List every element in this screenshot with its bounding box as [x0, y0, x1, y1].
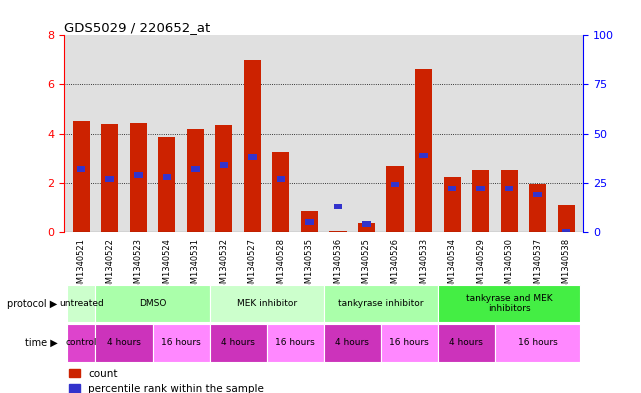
Bar [438, 285, 581, 322]
Bar [419, 152, 428, 158]
Bar [158, 137, 176, 232]
Legend: count, percentile rank within the sample: count, percentile rank within the sample [69, 369, 264, 393]
Bar [448, 186, 456, 191]
Bar [558, 205, 575, 232]
Bar [96, 324, 153, 362]
Text: 16 hours: 16 hours [161, 338, 201, 347]
Bar [334, 204, 342, 209]
Bar [101, 124, 119, 232]
Text: 16 hours: 16 hours [275, 338, 315, 347]
Bar [472, 171, 489, 232]
Bar [106, 176, 114, 182]
Text: untreated: untreated [59, 299, 104, 308]
Bar [96, 285, 210, 322]
Text: tankyrase and MEK
inhibitors: tankyrase and MEK inhibitors [466, 294, 553, 313]
Bar [67, 285, 96, 322]
Bar [324, 324, 381, 362]
Bar [362, 221, 370, 227]
Bar [387, 165, 404, 232]
Bar [67, 324, 96, 362]
Bar [210, 285, 324, 322]
Bar [72, 121, 90, 232]
Text: 4 hours: 4 hours [107, 338, 141, 347]
Bar [562, 229, 570, 235]
Bar [187, 129, 204, 232]
Bar [191, 166, 199, 172]
Bar [267, 324, 324, 362]
Bar [533, 192, 542, 197]
Bar [210, 324, 267, 362]
Text: DMSO: DMSO [139, 299, 166, 308]
Text: control: control [65, 338, 97, 347]
Bar [163, 174, 171, 180]
Bar [77, 166, 85, 172]
Text: 4 hours: 4 hours [221, 338, 255, 347]
Bar [358, 223, 375, 232]
Bar [215, 125, 233, 232]
Bar [153, 324, 210, 362]
Bar [381, 324, 438, 362]
Bar [301, 211, 318, 232]
Bar [220, 162, 228, 168]
Bar [529, 184, 546, 232]
Bar [391, 182, 399, 187]
Bar [415, 68, 432, 232]
Bar [129, 123, 147, 232]
Text: MEK inhibitor: MEK inhibitor [237, 299, 297, 308]
Bar [324, 285, 438, 322]
Bar [438, 324, 495, 362]
Bar [476, 186, 485, 191]
Bar [244, 60, 261, 232]
Text: protocol ▶: protocol ▶ [8, 299, 58, 309]
Text: time ▶: time ▶ [25, 338, 58, 348]
Bar [444, 176, 461, 232]
Text: 4 hours: 4 hours [335, 338, 369, 347]
Bar [501, 171, 518, 232]
Bar [248, 154, 256, 160]
Bar [134, 172, 142, 178]
Text: 16 hours: 16 hours [390, 338, 429, 347]
Bar [272, 152, 290, 232]
Bar [495, 324, 581, 362]
Text: tankyrase inhibitor: tankyrase inhibitor [338, 299, 424, 308]
Bar [305, 219, 313, 225]
Bar [277, 176, 285, 182]
Text: 16 hours: 16 hours [518, 338, 558, 347]
Text: 4 hours: 4 hours [449, 338, 483, 347]
Bar [329, 231, 347, 232]
Text: GDS5029 / 220652_at: GDS5029 / 220652_at [63, 21, 210, 34]
Bar [505, 186, 513, 191]
